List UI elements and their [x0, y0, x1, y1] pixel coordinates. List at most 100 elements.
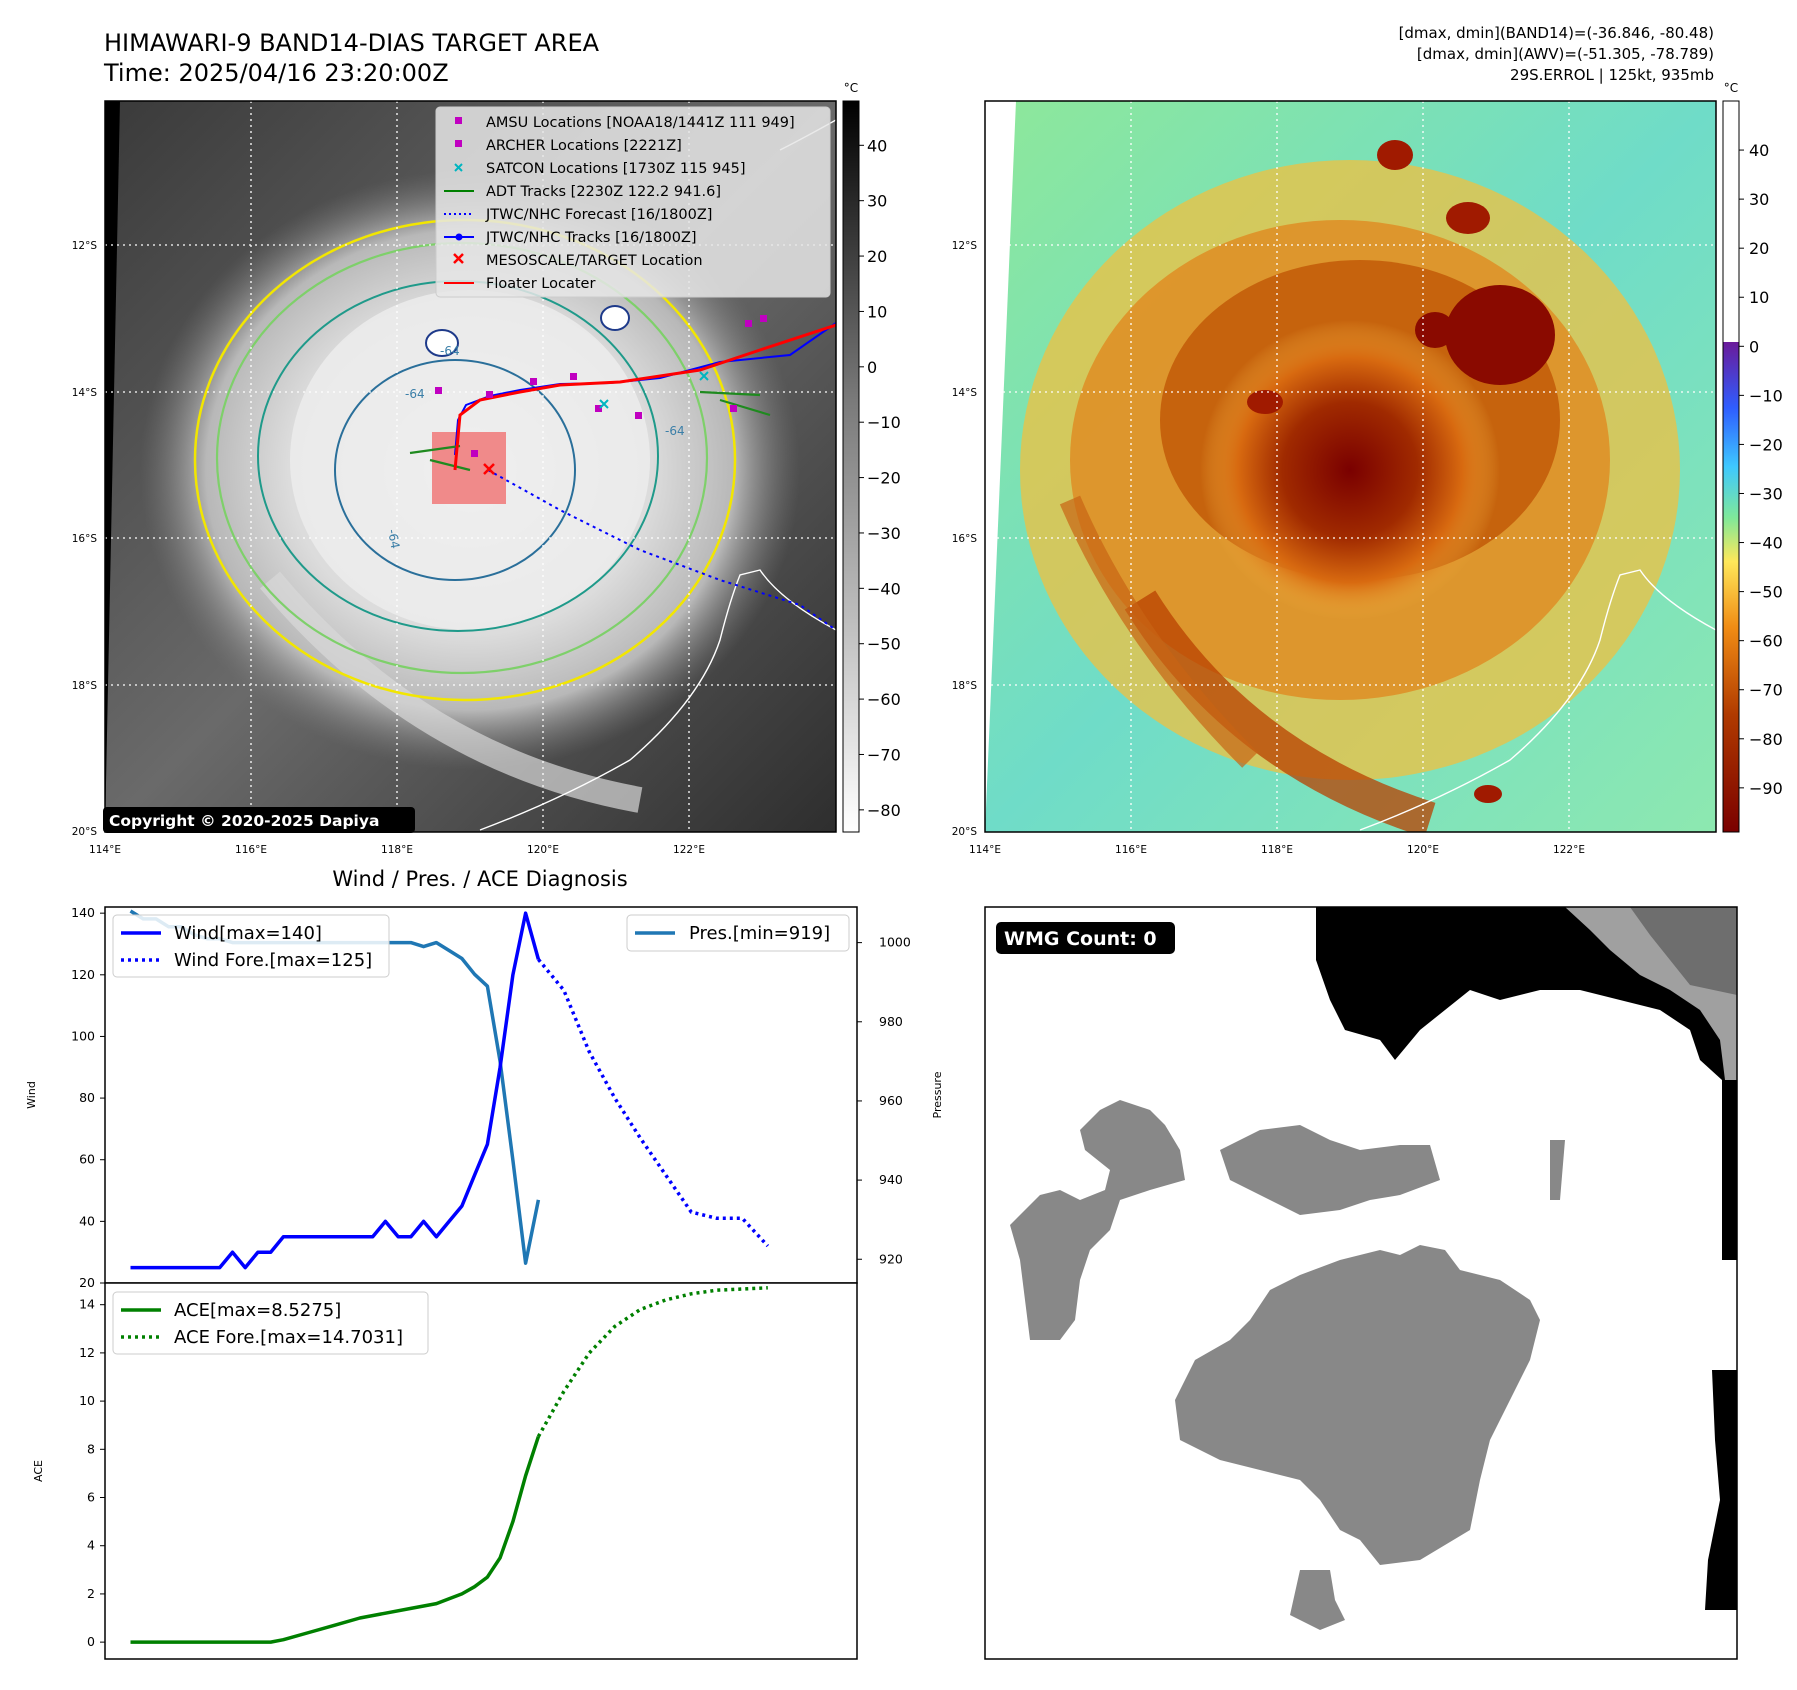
- legend-label-amsu: AMSU Locations [NOAA18/1441Z 111 949]: [486, 115, 795, 131]
- wmg-panel: WMG Count: 0: [984, 906, 1738, 1660]
- wmg-frame: [984, 906, 1738, 1660]
- ace-line: [130, 1435, 541, 1644]
- pressure-tick-label: 1000: [879, 935, 911, 950]
- enhanced-colorbar-tick-label: 0: [1749, 337, 1759, 356]
- ace-tick-label: 4: [87, 1538, 95, 1553]
- enhanced-coastline: [1359, 569, 1716, 831]
- enhanced-lon-label: 120°E: [1407, 844, 1439, 856]
- enhanced-cold-cell: [1474, 785, 1502, 803]
- legend-label-archer: ARCHER Locations [2221Z]: [486, 138, 682, 154]
- legend-label-pressure: Pres.[min=919]: [689, 923, 830, 944]
- legend-label-ace: ACE[max=8.5275]: [174, 1300, 341, 1321]
- wind-line: [130, 911, 541, 1270]
- ir-cold-cell-contour: [425, 329, 459, 357]
- enhanced-lon-label: 118°E: [1261, 844, 1293, 856]
- legend-label-forecast: JTWC/NHC Forecast [16/1800Z]: [485, 207, 712, 223]
- ace-tick-label: 2: [87, 1586, 95, 1601]
- legend-label-satcon: SATCON Locations [1730Z 115 945]: [486, 161, 745, 177]
- ir-colorbar-tick-label: −50: [867, 635, 901, 654]
- enhanced-colorbar-tick-label: −60: [1749, 632, 1783, 651]
- copyright-text: Copyright © 2020-2025 Dapiya: [109, 812, 379, 830]
- ace-tick-label: 14: [79, 1297, 95, 1312]
- wmg-regions-grey: [1010, 1100, 1565, 1630]
- pressure-tick-label: 940: [879, 1172, 903, 1187]
- enhanced-colorbar-tick-label: −10: [1749, 386, 1783, 405]
- enhanced-cold-cell: [1415, 312, 1455, 348]
- pressure-tick-label: 960: [879, 1093, 903, 1108]
- wmg-region-black: [1316, 907, 1737, 1260]
- ir-contour-label: -64: [385, 528, 402, 550]
- info-band14-range: [dmax, dmin](BAND14)=(-36.846, -80.48): [1399, 24, 1714, 42]
- ir-lon-label: 114°E: [89, 844, 121, 856]
- legend-label-ace-forecast: ACE Fore.[max=14.7031]: [174, 1327, 403, 1348]
- diagnosis-ticks: 20 40 60 80 100 120 140 920 940 960 980 1000 0 2 4 6 8 10…: [71, 905, 911, 1649]
- ir-coastline: [479, 569, 836, 831]
- enhanced-cold-cell: [1377, 140, 1413, 170]
- enhanced-map-panel: 114°E 116°E 118°E 120°E 122°E 12°S 14°S …: [952, 81, 1783, 856]
- enhanced-colorbar-tick-label: 20: [1749, 239, 1769, 258]
- enhanced-colorbar-unit: °C: [1724, 81, 1738, 95]
- ace-legend: ACE[max=8.5275] ACE Fore.[max=14.7031]: [112, 1291, 429, 1355]
- ir-lat-label: 20°S: [72, 826, 98, 838]
- enhanced-lat-label: 14°S: [952, 387, 978, 399]
- enhanced-lat-label: 16°S: [952, 533, 978, 545]
- enhanced-cold-cell: [1445, 285, 1555, 385]
- ir-colorbar-tick-label: 0: [867, 358, 877, 377]
- ir-lat-label: 14°S: [72, 387, 98, 399]
- ir-target-marker: [483, 463, 495, 475]
- diagnosis-title: Wind / Pres. / ACE Diagnosis: [332, 867, 627, 891]
- legend-label-wind: Wind[max=140]: [174, 923, 322, 944]
- enhanced-colorbar-tick-label: −20: [1749, 435, 1783, 454]
- ace-tick-label: 8: [87, 1441, 95, 1456]
- enhanced-gridlines: [985, 101, 1716, 832]
- ace-tick-label: 12: [79, 1345, 95, 1360]
- ir-contour-label: -64: [405, 387, 425, 401]
- ir-colorbar: [842, 100, 860, 833]
- ir-colorbar-tick-label: 20: [867, 247, 887, 266]
- enhanced-lat-label: 12°S: [952, 240, 978, 252]
- ir-lon-label: 120°E: [527, 844, 559, 856]
- wmg-count-badge: [996, 922, 1175, 954]
- enhanced-colorbar-tick-label: 30: [1749, 190, 1769, 209]
- enhanced-cold-cell: [1247, 390, 1283, 414]
- wind-tick-label: 20: [79, 1275, 95, 1290]
- ir-lat-label: 16°S: [72, 533, 98, 545]
- legend-label-adt: ADT Tracks [2230Z 122.2 941.6]: [486, 184, 721, 200]
- wind-tick-label: 100: [71, 1028, 95, 1043]
- figure-title: HIMAWARI-9 BAND14-DIAS TARGET AREA: [104, 29, 600, 57]
- ir-lon-label: 122°E: [673, 844, 705, 856]
- info-storm-id: 29S.ERROL | 125kt, 935mb: [1510, 66, 1714, 84]
- enhanced-lat-label: 18°S: [952, 680, 978, 692]
- ir-colorbar-tick-label: −60: [867, 690, 901, 709]
- pressure-tick-label: 920: [879, 1251, 903, 1266]
- enhanced-colorbar: [1722, 100, 1740, 833]
- enhanced-colorbar-tick-label: 40: [1749, 141, 1769, 160]
- ir-cold-cell-contour: [600, 305, 630, 331]
- wmg-region-black-edge: [1705, 1370, 1737, 1610]
- enhanced-eyewall: [1200, 320, 1500, 620]
- pressure-legend: Pres.[min=919]: [626, 914, 850, 952]
- ir-lon-label: 118°E: [381, 844, 413, 856]
- pressure-legend-box: [626, 914, 850, 952]
- ace-axis-label: ACE: [32, 1460, 45, 1482]
- legend-dot-tracks: [455, 233, 463, 241]
- enhanced-lat-labels: 12°S 14°S 16°S 18°S 20°S: [952, 240, 978, 838]
- ir-colorbar-tick-label: −80: [867, 801, 901, 820]
- legend-label-wind-forecast: Wind Fore.[max=125]: [174, 950, 372, 971]
- ir-contour-label: -64: [665, 424, 685, 438]
- wind-tick-label: 80: [79, 1090, 95, 1105]
- wind-tick-label: 140: [71, 905, 95, 920]
- ir-floater-track: [453, 323, 836, 471]
- enhanced-colorbar-tick-label: 10: [1749, 288, 1769, 307]
- enhanced-colorbar-tick-label: −90: [1749, 779, 1783, 798]
- ir-colorbar-tick-label: 10: [867, 302, 887, 321]
- ir-adt-tracks: [409, 390, 771, 472]
- ir-lat-label: 12°S: [72, 240, 98, 252]
- ir-colorbar-unit: °C: [844, 81, 858, 95]
- wind-legend-box: [112, 914, 390, 978]
- enhanced-colorbar-tick-label: −70: [1749, 681, 1783, 700]
- wind-tick-label: 120: [71, 967, 95, 982]
- diagnosis-charts: Wind Pressure ACE 2040608010012014092094…: [25, 905, 944, 1660]
- enhanced-map-frame: [984, 100, 1717, 833]
